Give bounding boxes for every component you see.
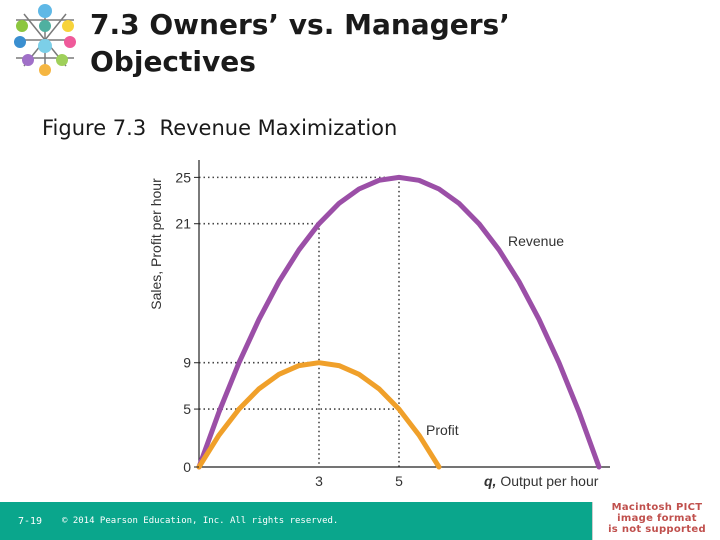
slide-title: 7.3 Owners’ vs. Managers’ Objectives bbox=[90, 8, 510, 78]
series-label-profit: Profit bbox=[426, 422, 459, 438]
series-label-revenue: Revenue bbox=[508, 233, 564, 249]
series-line-revenue bbox=[196, 174, 602, 470]
footer-bar: 7-19 © 2014 Pearson Education, Inc. All … bbox=[0, 502, 592, 540]
figure-caption: Figure 7.3 Revenue Maximization bbox=[42, 116, 398, 140]
series-line-profit bbox=[196, 360, 442, 470]
slide-number: 7-19 bbox=[18, 516, 43, 527]
x-tick-label-3: 3 bbox=[315, 473, 323, 489]
y-tick-label-21: 21 bbox=[175, 216, 191, 232]
y-axis-label: Sales, Profit per hour bbox=[148, 178, 164, 310]
revenue-maximization-chart: 0 5 9 21 25 3 5 Sales, Profit per hour q, Outp… bbox=[148, 160, 610, 489]
y-tick-label-9: 9 bbox=[183, 355, 191, 371]
molecular-structure-icon bbox=[4, 2, 86, 78]
x-axis-label: q, Output per hour bbox=[484, 473, 599, 489]
y-tick-label-5: 5 bbox=[183, 401, 191, 417]
unsupported-image-placeholder: Macintosh PICT image format is not suppo… bbox=[592, 502, 720, 540]
series-layer bbox=[196, 174, 602, 470]
x-tick-label-5: 5 bbox=[395, 473, 403, 489]
x-axis-label-text: Output per hour bbox=[496, 473, 598, 489]
pict-line-2: image format bbox=[617, 513, 697, 524]
y-tick-label-0: 0 bbox=[183, 459, 191, 475]
y-tick-label-25: 25 bbox=[175, 169, 191, 185]
pict-line-1: Macintosh PICT bbox=[611, 502, 703, 513]
pict-line-3: is not supported bbox=[608, 524, 706, 535]
reference-lines bbox=[199, 176, 400, 467]
x-axis-variable: q, bbox=[484, 473, 496, 489]
tick-labels: 0 5 9 21 25 3 5 bbox=[175, 169, 403, 489]
copyright-notice: © 2014 Pearson Education, Inc. All right… bbox=[62, 516, 339, 526]
